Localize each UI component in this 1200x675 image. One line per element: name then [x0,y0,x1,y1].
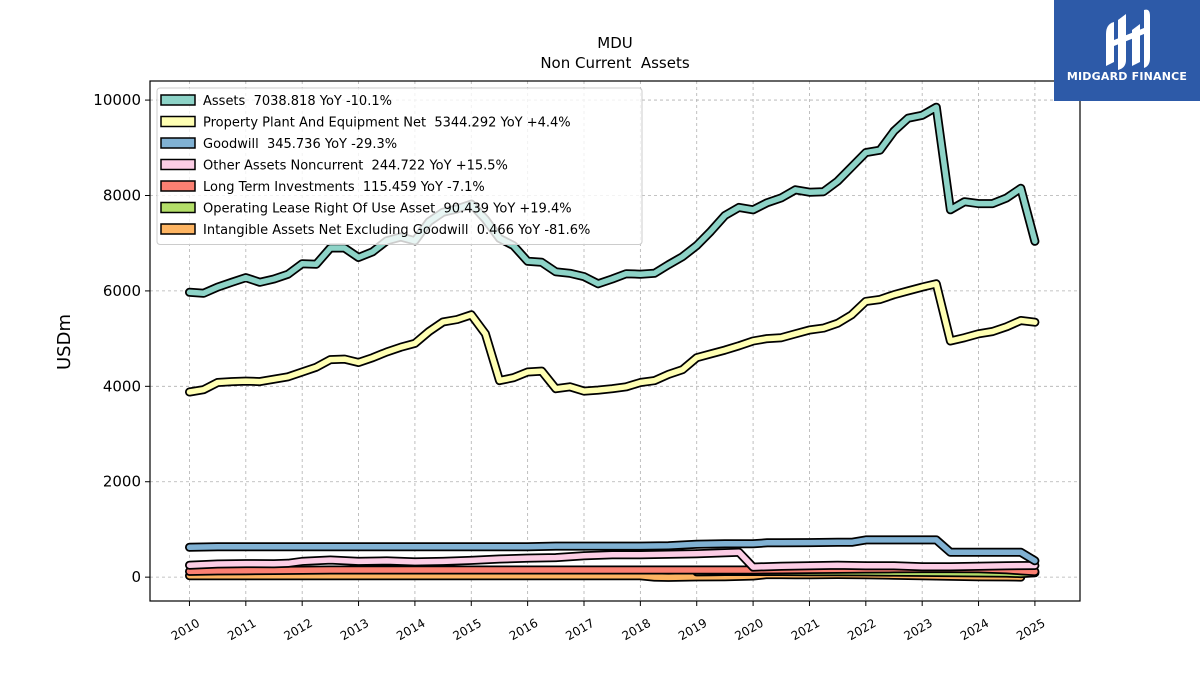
series-layer [185,102,1040,582]
legend-entry: Intangible Assets Net Excluding Goodwill… [203,223,590,238]
series-line [185,102,1040,298]
x-tick-label: 2010 [169,616,202,643]
midgard-finance-logo: MIDGARD FINANCE [1054,0,1200,101]
series-line [185,535,1040,566]
series-stroke [186,281,1038,395]
legend: Assets 7038.818 YoY -10.1% Property Plant… [156,87,643,245]
x-tick-label: 2024 [958,616,991,643]
legend-swatch [160,180,196,192]
x-tick-label: 2021 [789,616,822,643]
legend-swatch [160,94,196,106]
legend-entry: Operating Lease Right Of Use Asset 90.43… [203,202,572,217]
legend-entry: Long Term Investments 115.459 YoY -7.1% [203,180,485,195]
x-tick-label: 2025 [1014,616,1047,643]
series-stroke [186,549,1038,570]
y-tick-label: 4000 [103,377,141,395]
y-tick-label: 8000 [103,186,141,204]
series-line [185,279,1040,397]
legend-swatch [160,115,196,128]
legend-swatch [160,158,196,171]
legend-swatch [160,137,196,149]
legend-swatch [160,223,196,235]
x-tick-label: 2020 [732,616,765,643]
plot-frame [149,80,1081,602]
x-tick-label: 2018 [620,616,653,643]
x-tick-label: 2016 [507,616,540,643]
x-tick-label: 2012 [281,616,314,643]
x-tick-label: 2013 [338,616,371,643]
y-tick-label: 6000 [103,282,141,300]
legend-entry: Other Assets Noncurrent 244.722 YoY +15.… [203,159,508,174]
y-tick-label: 0 [131,568,141,586]
legend-box [156,87,643,245]
chart-title: MDU [597,34,632,52]
x-tick-label: 2022 [845,616,878,643]
y-tick-label: 10000 [93,91,141,109]
x-tick-label: 2011 [225,616,258,643]
y-tick-label: 2000 [103,473,141,491]
legend-entry: Property Plant And Equipment Net 5344.29… [203,116,571,131]
logo-text: MIDGARD FINANCE [1066,70,1188,83]
x-tick-label: 2019 [676,616,709,643]
x-tick-label: 2015 [451,616,484,643]
x-tick-label: 2023 [901,616,934,643]
x-tick-label: 2017 [563,616,596,643]
y-axis-label: USDm [54,314,75,370]
x-tick-label: 2014 [394,616,427,643]
legend-swatch [160,201,196,214]
legend-entry: Goodwill 345.736 YoY -29.3% [203,137,397,152]
series-stroke [186,537,1038,564]
chart-subtitle: Non Current Assets [540,54,690,72]
legend-entry: Assets 7038.818 YoY -10.1% [203,94,392,109]
series-line [185,547,1040,572]
logo-mark-icon [1106,9,1150,70]
series-stroke [186,104,1038,297]
series-outline [185,279,1040,397]
